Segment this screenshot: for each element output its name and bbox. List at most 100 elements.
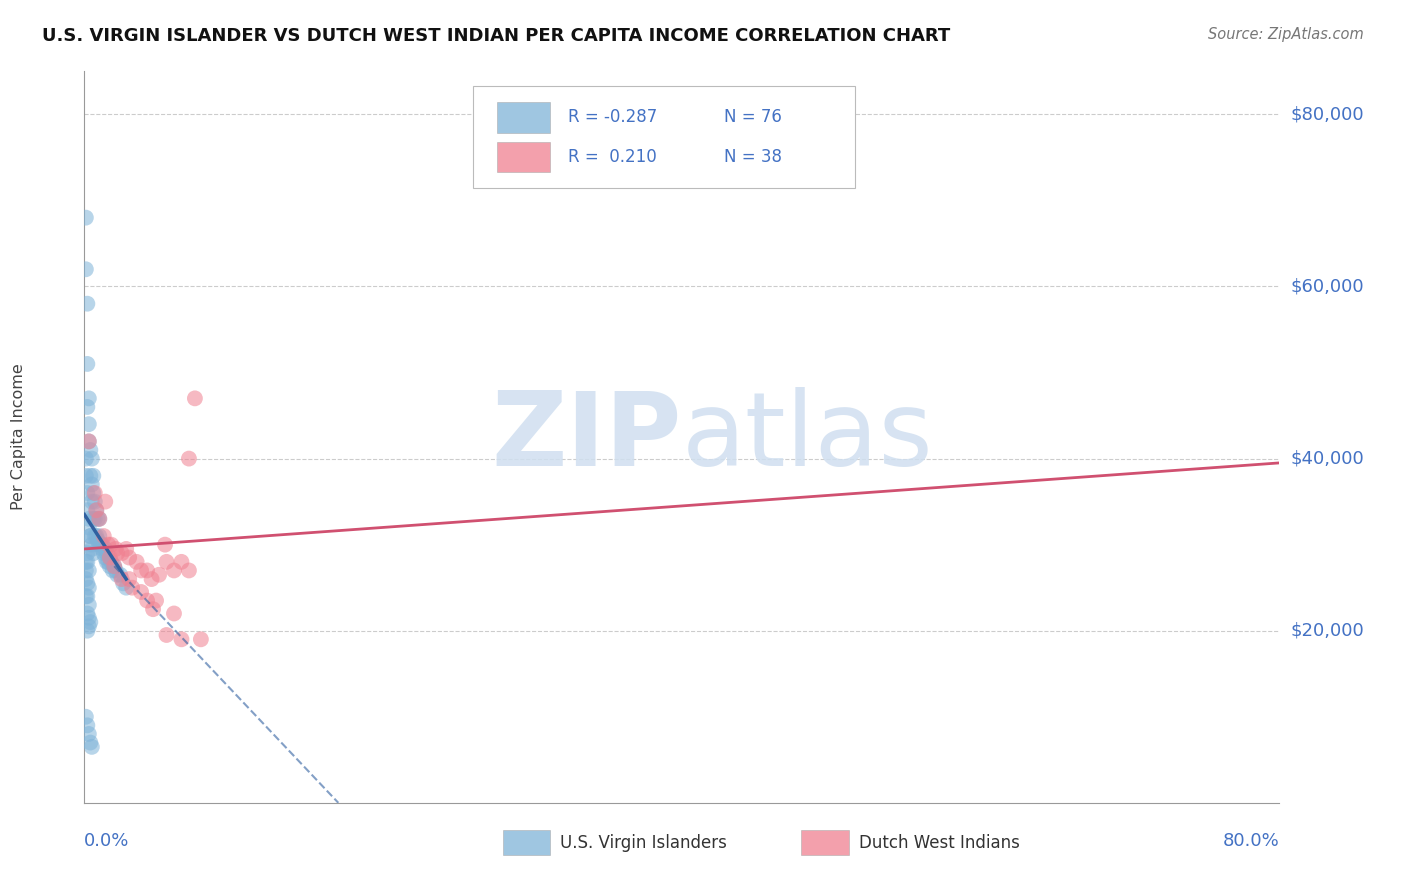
Point <box>91 538 114 552</box>
Point <box>112 576 135 591</box>
Point <box>79 735 101 749</box>
Point <box>145 593 167 607</box>
Text: R =  0.210: R = 0.210 <box>568 148 657 166</box>
Point <box>75 564 97 578</box>
Point <box>77 598 100 612</box>
Point <box>82 546 104 560</box>
Point <box>75 468 97 483</box>
Point <box>170 555 193 569</box>
Point <box>101 564 124 578</box>
FancyBboxPatch shape <box>472 86 855 188</box>
Point <box>190 632 212 647</box>
Point <box>118 572 141 586</box>
Point <box>75 572 97 586</box>
FancyBboxPatch shape <box>496 142 550 172</box>
Point <box>155 628 177 642</box>
Point <box>177 564 200 578</box>
Text: R = -0.287: R = -0.287 <box>568 109 658 127</box>
Point <box>96 546 118 560</box>
Point <box>184 392 207 406</box>
Point <box>77 611 100 625</box>
Point <box>82 512 104 526</box>
Point <box>77 512 100 526</box>
Point <box>76 718 98 732</box>
Point <box>76 589 98 603</box>
Point <box>77 520 100 534</box>
Point <box>76 503 98 517</box>
Point <box>163 564 186 578</box>
Point <box>76 357 98 371</box>
Text: $40,000: $40,000 <box>1291 450 1364 467</box>
Point <box>80 477 103 491</box>
Point <box>76 576 98 591</box>
Point <box>141 572 163 586</box>
Point <box>80 451 103 466</box>
Point <box>76 296 98 310</box>
Point <box>77 581 100 595</box>
Point <box>89 512 111 526</box>
Text: atlas: atlas <box>682 386 934 488</box>
Point <box>82 468 104 483</box>
Point <box>83 486 105 500</box>
Point <box>76 624 98 638</box>
Point <box>98 550 121 565</box>
Text: Source: ZipAtlas.com: Source: ZipAtlas.com <box>1208 27 1364 42</box>
Point <box>100 538 122 552</box>
Text: $60,000: $60,000 <box>1291 277 1364 295</box>
Point <box>75 262 97 277</box>
Point <box>98 559 121 574</box>
Text: U.S. VIRGIN ISLANDER VS DUTCH WEST INDIAN PER CAPITA INCOME CORRELATION CHART: U.S. VIRGIN ISLANDER VS DUTCH WEST INDIA… <box>42 27 950 45</box>
Point <box>155 555 177 569</box>
FancyBboxPatch shape <box>503 830 550 855</box>
Point <box>80 494 103 508</box>
Text: U.S. Virgin Islanders: U.S. Virgin Islanders <box>560 834 727 852</box>
Point <box>111 572 134 586</box>
FancyBboxPatch shape <box>801 830 849 855</box>
Text: $20,000: $20,000 <box>1291 622 1364 640</box>
Point <box>80 541 103 556</box>
Point <box>89 512 111 526</box>
Text: 0.0%: 0.0% <box>84 832 129 850</box>
Point <box>136 593 159 607</box>
Text: $80,000: $80,000 <box>1291 105 1364 123</box>
Point <box>75 211 97 225</box>
Point <box>75 555 97 569</box>
Point <box>86 503 108 517</box>
Point <box>110 567 132 582</box>
Point <box>136 564 159 578</box>
Point <box>87 512 110 526</box>
Point <box>103 559 125 574</box>
Point <box>89 529 111 543</box>
Text: N = 38: N = 38 <box>724 148 782 166</box>
Point <box>100 555 122 569</box>
Point <box>97 555 120 569</box>
Point <box>103 559 125 574</box>
Point <box>170 632 193 647</box>
Point <box>111 546 134 560</box>
Text: N = 76: N = 76 <box>724 109 782 127</box>
Point <box>83 494 105 508</box>
Point <box>79 529 101 543</box>
Point <box>163 607 186 621</box>
Point <box>115 581 138 595</box>
Point <box>115 541 138 556</box>
Point <box>104 564 127 578</box>
Point <box>97 538 120 552</box>
Point <box>83 529 105 543</box>
Point <box>153 538 176 552</box>
Point <box>129 564 152 578</box>
Point <box>105 567 128 582</box>
Point <box>96 555 118 569</box>
Point <box>86 529 108 543</box>
Point <box>93 546 115 560</box>
Point <box>105 546 128 560</box>
Point <box>87 533 110 548</box>
Point <box>94 550 117 565</box>
Point <box>79 468 101 483</box>
Point <box>80 538 103 552</box>
FancyBboxPatch shape <box>496 102 550 133</box>
Point <box>75 710 97 724</box>
Point <box>77 417 100 432</box>
Point <box>76 607 98 621</box>
Text: ZIP: ZIP <box>492 386 682 488</box>
